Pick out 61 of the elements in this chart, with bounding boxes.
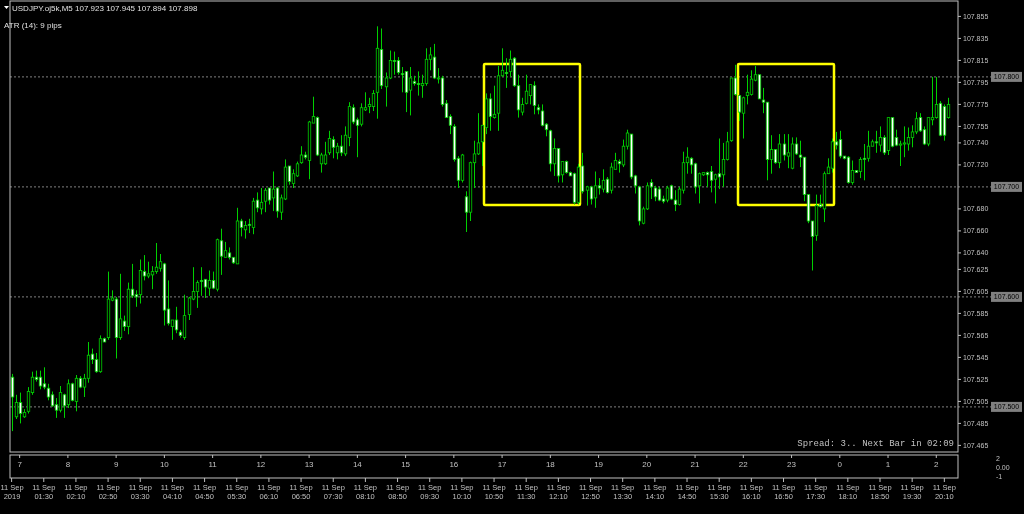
candlestick bbox=[906, 127, 911, 152]
x2-tick-label: 0 bbox=[837, 459, 843, 469]
x2-tick-label: 17 bbox=[497, 459, 508, 469]
candlestick bbox=[174, 306, 179, 334]
candlestick bbox=[898, 140, 903, 167]
x2-tick-label: 19 bbox=[594, 459, 604, 469]
candlestick bbox=[10, 373, 15, 432]
candlestick bbox=[524, 74, 529, 105]
candlestick bbox=[862, 143, 867, 181]
x2-tick-label: 15 bbox=[401, 459, 411, 469]
x2-tick-label: 20 bbox=[642, 459, 652, 469]
x2-tick-label: 21 bbox=[690, 459, 701, 469]
candlestick bbox=[42, 366, 47, 390]
candlestick bbox=[404, 70, 409, 113]
candlestick bbox=[259, 187, 264, 215]
x2-tick-label: 13 bbox=[304, 459, 315, 469]
x2-tick-label: 7 bbox=[17, 459, 23, 469]
candlestick bbox=[673, 189, 678, 212]
x2-tick-label: 10 bbox=[159, 459, 170, 469]
x2-tick-label: 18 bbox=[545, 459, 556, 469]
candlestick bbox=[58, 385, 63, 413]
candlestick bbox=[902, 125, 907, 158]
candlestick bbox=[693, 162, 698, 194]
candlestick bbox=[504, 57, 509, 89]
candlestick bbox=[432, 43, 437, 80]
candlestick bbox=[195, 279, 200, 309]
candlestick bbox=[14, 394, 19, 420]
chart-title: USDJPY.oj5k,M5 107.923 107.945 107.894 107.898 bbox=[12, 3, 198, 13]
x2-tick-label: 12 bbox=[256, 459, 266, 469]
candlestick bbox=[150, 265, 155, 290]
candlestick bbox=[327, 130, 332, 156]
x2-tick-label: 22 bbox=[738, 459, 749, 469]
candlestick bbox=[713, 173, 718, 204]
candlestick bbox=[528, 84, 533, 105]
candlestick bbox=[782, 133, 787, 161]
candlestick bbox=[737, 95, 742, 122]
candlestick bbox=[878, 125, 883, 153]
candlestick bbox=[203, 278, 208, 299]
candlestick bbox=[400, 66, 405, 93]
x2-tick-label: 8 bbox=[65, 459, 71, 469]
x2-tick-label: 11 bbox=[208, 459, 218, 469]
x2-tick-label: 16 bbox=[449, 459, 459, 469]
candlestick bbox=[199, 266, 204, 297]
candlestick bbox=[749, 69, 754, 97]
x2-tick-label: 9 bbox=[113, 459, 119, 469]
candlestick bbox=[488, 92, 493, 132]
candlestick bbox=[741, 96, 746, 139]
annotation: ATR (14): 9 pips bbox=[4, 20, 62, 30]
x2-tick-label: 2 bbox=[934, 459, 940, 469]
candlestick bbox=[492, 85, 497, 120]
x2-tick-label: 23 bbox=[787, 459, 797, 469]
x2-tick-label: 1 bbox=[885, 459, 891, 469]
annotation: Spread: 3.. Next Bar in 02:09 bbox=[797, 439, 954, 449]
x2-tick-label: 14 bbox=[352, 459, 363, 469]
candlestick bbox=[323, 141, 328, 166]
candlestick bbox=[914, 111, 919, 135]
candlestick bbox=[359, 102, 364, 127]
candlestick bbox=[717, 138, 722, 190]
candlestick bbox=[275, 186, 280, 219]
candlestick bbox=[745, 74, 750, 105]
candlestick bbox=[721, 142, 726, 188]
